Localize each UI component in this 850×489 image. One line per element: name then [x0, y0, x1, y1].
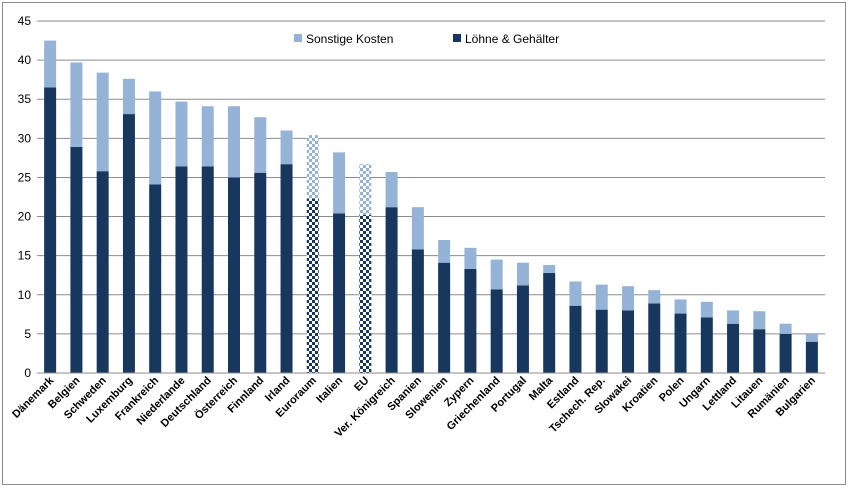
bar-loehne-deutschland	[201, 166, 214, 373]
bar-sonstige-zypern	[464, 247, 477, 269]
bar-sonstige-eu	[359, 164, 372, 215]
bar-loehne-bulgarien	[805, 341, 818, 373]
y-axis-ticks: 0 5 10 15 20 25 30 35 40 45	[18, 14, 32, 380]
bar-sonstige-oesterreich	[228, 106, 240, 178]
y-tick-label-25: 25	[18, 170, 32, 184]
legend-swatch-sonstige-kosten	[294, 34, 302, 42]
bar-loehne-niederlande	[175, 166, 188, 373]
bar-sonstige-deutschland	[201, 106, 214, 167]
legend-label-loehne-gehaelter: Löhne & Gehälter	[465, 32, 559, 46]
bar-loehne-daenemark	[44, 87, 57, 373]
bar-loehne-belgien	[70, 146, 83, 373]
bar-sonstige-finnland	[254, 117, 267, 173]
bar-loehne-litauen	[753, 329, 766, 373]
bar-loehne-frankreich	[149, 184, 162, 373]
bar-sonstige-euroraum	[306, 135, 319, 199]
bar-loehne-luxemburg	[122, 114, 135, 373]
bar-sonstige-bulgarien	[805, 333, 818, 342]
bar-sonstige-estland	[569, 281, 582, 306]
bar-loehne-spanien	[411, 249, 424, 373]
y-tick-label-20: 20	[18, 210, 32, 224]
y-tick-label-0: 0	[24, 366, 31, 380]
bar-sonstige-slowenien	[438, 240, 451, 263]
y-tick-label-40: 40	[18, 53, 32, 67]
bar-loehne-italien	[333, 213, 346, 373]
bar-loehne-malta	[543, 272, 556, 373]
bar-sonstige-slowakei	[622, 286, 634, 311]
labour-cost-bar-chart: 0 5 10 15 20 25 30 35 40 45 DänemarkBelgienSchwed…	[10, 14, 825, 440]
x-label-italien: Italien	[314, 374, 345, 405]
legend: Sonstige Kosten Löhne & Gehälter	[294, 32, 559, 46]
bar-loehne-kroatien	[648, 303, 661, 373]
bar-loehne-estland	[569, 305, 582, 373]
bar-sonstige-schweden	[96, 72, 109, 172]
bars	[44, 40, 818, 373]
bar-sonstige-niederlande	[175, 101, 188, 167]
x-label-eu: EU	[352, 375, 371, 394]
bar-sonstige-belgien	[70, 62, 83, 147]
bar-sonstige-polen	[674, 299, 687, 314]
bar-loehne-griechenland	[490, 289, 503, 373]
bar-sonstige-litauen	[753, 311, 766, 330]
bar-loehne-ver-koenigreich	[385, 207, 398, 373]
bar-sonstige-frankreich	[149, 91, 162, 185]
legend-label-sonstige-kosten: Sonstige Kosten	[306, 32, 393, 46]
bar-loehne-zypern	[464, 268, 477, 373]
bar-loehne-ungarn	[700, 317, 713, 373]
bar-loehne-euroraum	[306, 198, 319, 373]
bar-sonstige-malta	[543, 265, 556, 273]
bar-sonstige-luxemburg	[122, 78, 135, 115]
bar-sonstige-rumaenien	[779, 323, 792, 334]
y-tick-label-45: 45	[18, 14, 32, 28]
y-tick-label-5: 5	[24, 327, 31, 341]
bar-loehne-slowakei	[622, 310, 634, 373]
bar-loehne-portugal	[516, 285, 529, 373]
bar-loehne-schweden	[96, 171, 109, 373]
bar-sonstige-portugal	[516, 262, 529, 286]
bar-loehne-rumaenien	[779, 333, 792, 373]
bar-loehne-lettland	[727, 323, 740, 373]
bar-sonstige-irland	[280, 130, 293, 165]
bar-sonstige-lettland	[727, 310, 740, 324]
bar-loehne-finnland	[254, 172, 267, 373]
bar-loehne-irland	[280, 164, 293, 373]
bar-sonstige-spanien	[411, 207, 424, 250]
x-axis-labels: DänemarkBelgienSchwedenLuxemburgFrankrei…	[10, 374, 818, 440]
legend-swatch-loehne-gehaelter	[453, 34, 461, 42]
bar-loehne-eu	[359, 214, 372, 373]
bar-sonstige-kroatien	[648, 290, 661, 304]
bar-loehne-polen	[674, 313, 687, 373]
y-tick-label-10: 10	[18, 288, 32, 302]
bar-sonstige-tschech-rep	[595, 284, 608, 310]
bar-sonstige-ver-koenigreich	[385, 171, 398, 208]
y-tick-label-35: 35	[18, 92, 32, 106]
bar-loehne-slowenien	[438, 262, 451, 373]
bar-loehne-oesterreich	[228, 177, 240, 373]
y-tick-label-30: 30	[18, 131, 32, 145]
x-label-daenemark: Dänemark	[10, 374, 57, 421]
bar-sonstige-daenemark	[44, 40, 57, 88]
bar-loehne-tschech-rep	[595, 309, 608, 373]
bar-sonstige-italien	[333, 152, 346, 214]
bar-sonstige-griechenland	[490, 259, 503, 290]
bar-sonstige-ungarn	[700, 301, 713, 318]
y-tick-label-15: 15	[18, 249, 32, 263]
gridlines	[37, 20, 825, 335]
